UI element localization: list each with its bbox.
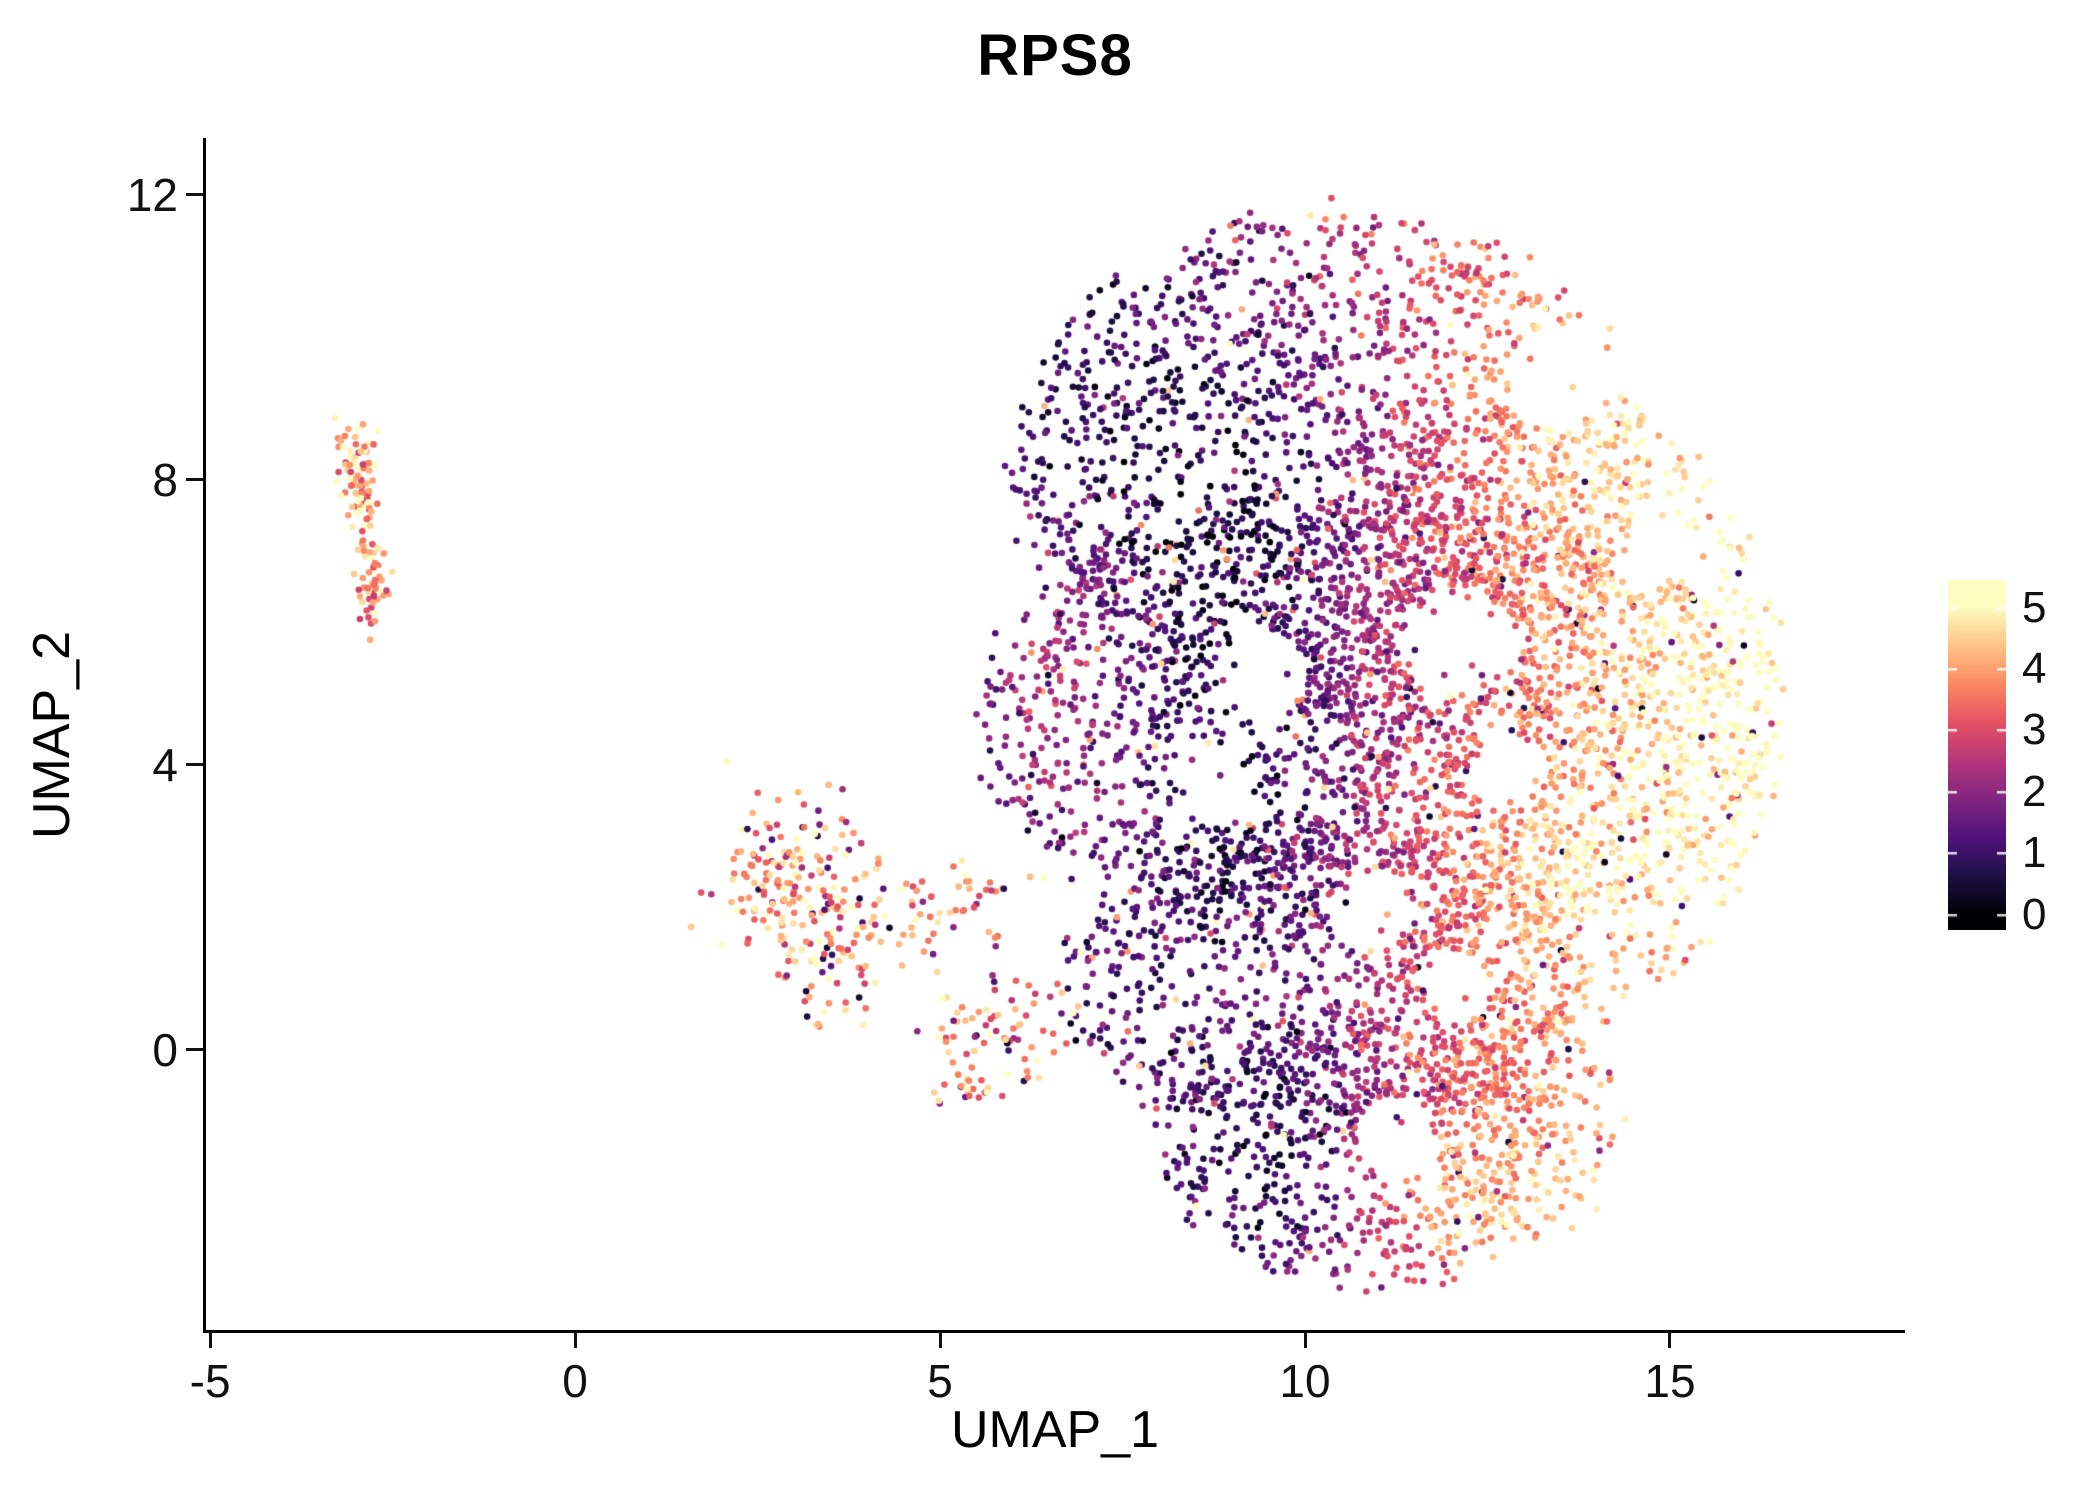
y-tick-label: 4 (152, 738, 178, 791)
y-axis-line (203, 138, 206, 1333)
x-tick-label: 10 (1279, 1355, 1331, 1407)
x-tick-mark (1303, 1332, 1307, 1348)
x-tick-mark (573, 1332, 577, 1348)
colorbar-tick-label: 3 (2022, 705, 2047, 755)
y-tick-mark (186, 478, 203, 482)
x-axis-title: UMAP_1 (950, 1401, 1160, 1459)
y-axis-title: UMAP_2 (23, 630, 81, 840)
x-tick-label: -5 (189, 1355, 231, 1407)
y-tick-mark (186, 763, 203, 767)
chart-title: RPS8 (977, 23, 1133, 88)
x-tick-mark (208, 1332, 212, 1348)
y-tick-mark (186, 193, 203, 197)
y-tick-label: 12 (126, 168, 178, 221)
x-tick-mark (1668, 1332, 1672, 1348)
y-tick-label: 0 (152, 1023, 178, 1076)
colorbar-gradient (1948, 580, 2006, 930)
x-tick-mark (938, 1332, 942, 1348)
y-tick-mark (186, 1048, 203, 1052)
colorbar-tick-label: 0 (2022, 889, 2047, 939)
colorbar-tick-label: 5 (2022, 582, 2047, 632)
y-tick-label: 8 (152, 453, 178, 506)
colorbar-tick-label: 4 (2022, 644, 2047, 694)
x-axis-line (203, 1330, 1905, 1333)
x-tick-label: 15 (1644, 1355, 1696, 1407)
colorbar-legend (1948, 580, 2006, 930)
scatter-plot-canvas (205, 130, 1905, 1330)
x-tick-label: 5 (927, 1355, 953, 1407)
colorbar-tick-label: 2 (2022, 766, 2047, 816)
x-tick-label: 0 (562, 1355, 588, 1407)
colorbar-tick-label: 1 (2022, 828, 2047, 878)
